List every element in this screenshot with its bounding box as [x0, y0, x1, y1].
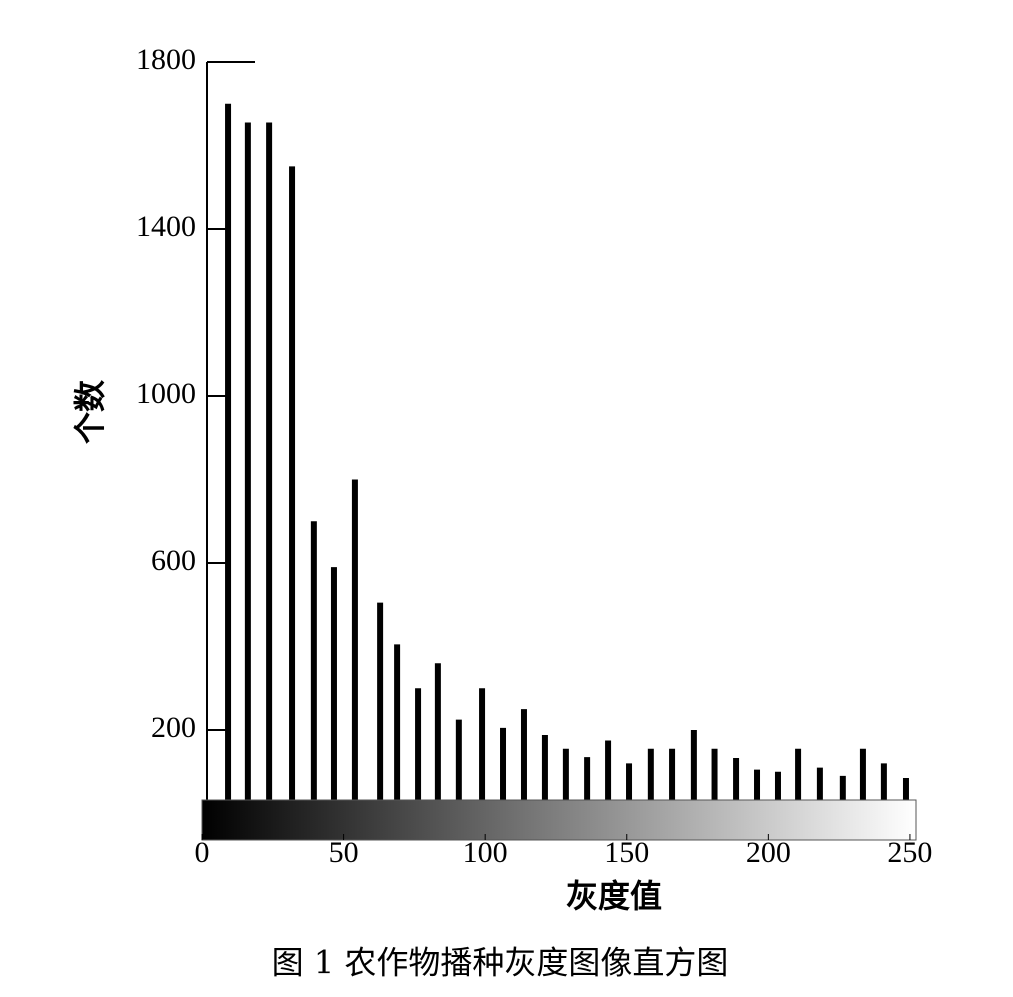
x-tick-label: 100 — [463, 836, 508, 869]
ticks: 200 600 1000 1400 1800 0 50 100 150 200 250 — [136, 43, 932, 869]
x-tick-label: 150 — [604, 836, 649, 869]
y-axis-label: 个数 — [71, 379, 109, 444]
x-tick-label: 0 — [195, 836, 210, 869]
y-tick-label: 1400 — [136, 210, 196, 243]
caption: 图 1 农作物播种灰度图像直方图 — [272, 944, 729, 982]
colorbar-axis — [201, 799, 917, 841]
y-tick-label: 200 — [151, 711, 196, 744]
x-tick-label: 250 — [887, 836, 932, 869]
y-tick-label: 600 — [151, 544, 196, 577]
bars — [225, 103, 909, 814]
x-axis-label: 灰度值 — [566, 877, 662, 915]
y-tick-label: 1800 — [136, 43, 196, 76]
y-tick-label: 1000 — [136, 377, 196, 410]
x-tick-label: 50 — [329, 836, 359, 869]
x-tick-label: 200 — [746, 836, 791, 869]
